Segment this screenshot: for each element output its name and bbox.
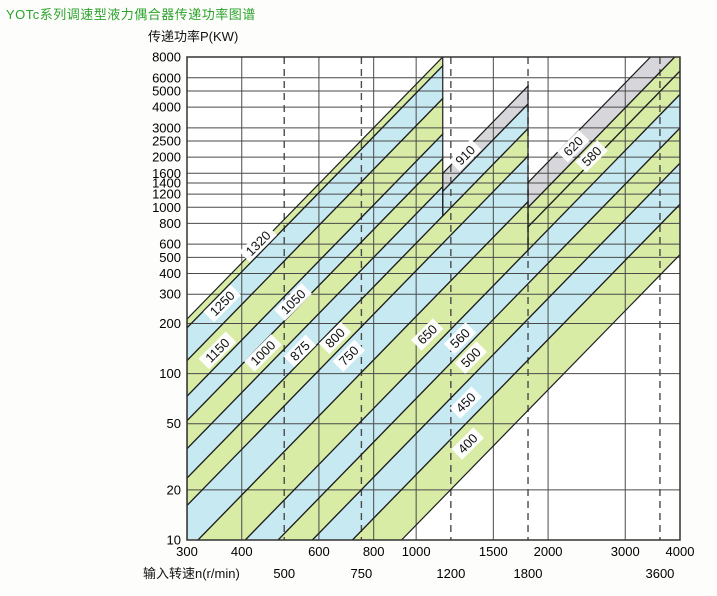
y-tick-label: 8000 xyxy=(152,50,181,65)
y-tick-label: 1200 xyxy=(152,187,181,202)
x-tick-label: 4000 xyxy=(666,544,695,559)
y-tick-label: 2000 xyxy=(152,150,181,165)
band-1250 xyxy=(187,65,443,361)
y-tick-label: 200 xyxy=(159,316,181,331)
x-tick-label: 600 xyxy=(308,544,330,559)
band-outline-560 xyxy=(244,93,680,540)
y-tick-label: 20 xyxy=(167,482,181,497)
plot-border xyxy=(186,56,681,541)
y-tick-label: 4000 xyxy=(152,100,181,115)
band-800 xyxy=(187,128,529,506)
x-tick-label: 1000 xyxy=(402,544,431,559)
band-1000 xyxy=(187,158,443,449)
x-tick-label-minor: 750 xyxy=(351,566,373,581)
band-boundaries xyxy=(187,57,680,540)
band-outline-650 xyxy=(527,70,680,252)
y-tick-label: 1600 xyxy=(152,166,181,181)
band-outline-1320 xyxy=(187,57,444,329)
x-tick-label: 2000 xyxy=(534,544,563,559)
y-tick-label: 1000 xyxy=(152,200,181,215)
y-tick-label: 300 xyxy=(159,287,181,302)
band-label-400: 400 xyxy=(451,427,484,460)
axis-ticks: 8000600050004000300025002000160014001200… xyxy=(152,50,694,582)
y-tick-label: 3000 xyxy=(152,120,181,135)
x-axis-title: 输入转速n(r/min) xyxy=(143,566,240,581)
band-875 xyxy=(442,103,529,216)
x-tick-label-minor: 1800 xyxy=(514,566,543,581)
y-tick-label: 100 xyxy=(159,366,181,381)
band-outline-450 xyxy=(311,162,680,540)
x-tick-label: 300 xyxy=(176,544,198,559)
x-tick-label-minor: 1200 xyxy=(436,566,465,581)
y-tick-label: 5000 xyxy=(152,83,181,98)
page-title: YOTc系列调速型液力偶合器传递功率图谱 xyxy=(6,7,256,22)
y-axis-title: 传递功率P(KW) xyxy=(148,29,239,44)
band-outline-500 xyxy=(277,127,680,540)
x-tick-label: 1500 xyxy=(479,544,508,559)
band-875 xyxy=(187,186,443,479)
band-outline-400 xyxy=(351,203,680,540)
y-tick-label: 500 xyxy=(159,250,181,265)
y-tick-label: 50 xyxy=(167,416,181,431)
x-tick-label: 400 xyxy=(231,544,253,559)
y-tick-label: 800 xyxy=(159,216,181,231)
x-tick-label: 3000 xyxy=(611,544,640,559)
x-tick-label: 800 xyxy=(363,544,385,559)
y-tick-label: 1400 xyxy=(152,175,181,190)
band-1050 xyxy=(187,134,443,421)
x-tick-label-minor: 3600 xyxy=(645,566,674,581)
band-650 xyxy=(528,71,680,251)
y-tick-label: 10 xyxy=(167,533,181,548)
y-tick-label: 2500 xyxy=(152,134,181,149)
y-tick-label: 6000 xyxy=(152,70,181,85)
band-outline-580 xyxy=(527,57,680,229)
band-580 xyxy=(528,57,680,227)
y-tick-label: 400 xyxy=(159,266,181,281)
y-tick-label: 600 xyxy=(159,237,181,252)
x-tick-label-minor: 500 xyxy=(273,566,295,581)
